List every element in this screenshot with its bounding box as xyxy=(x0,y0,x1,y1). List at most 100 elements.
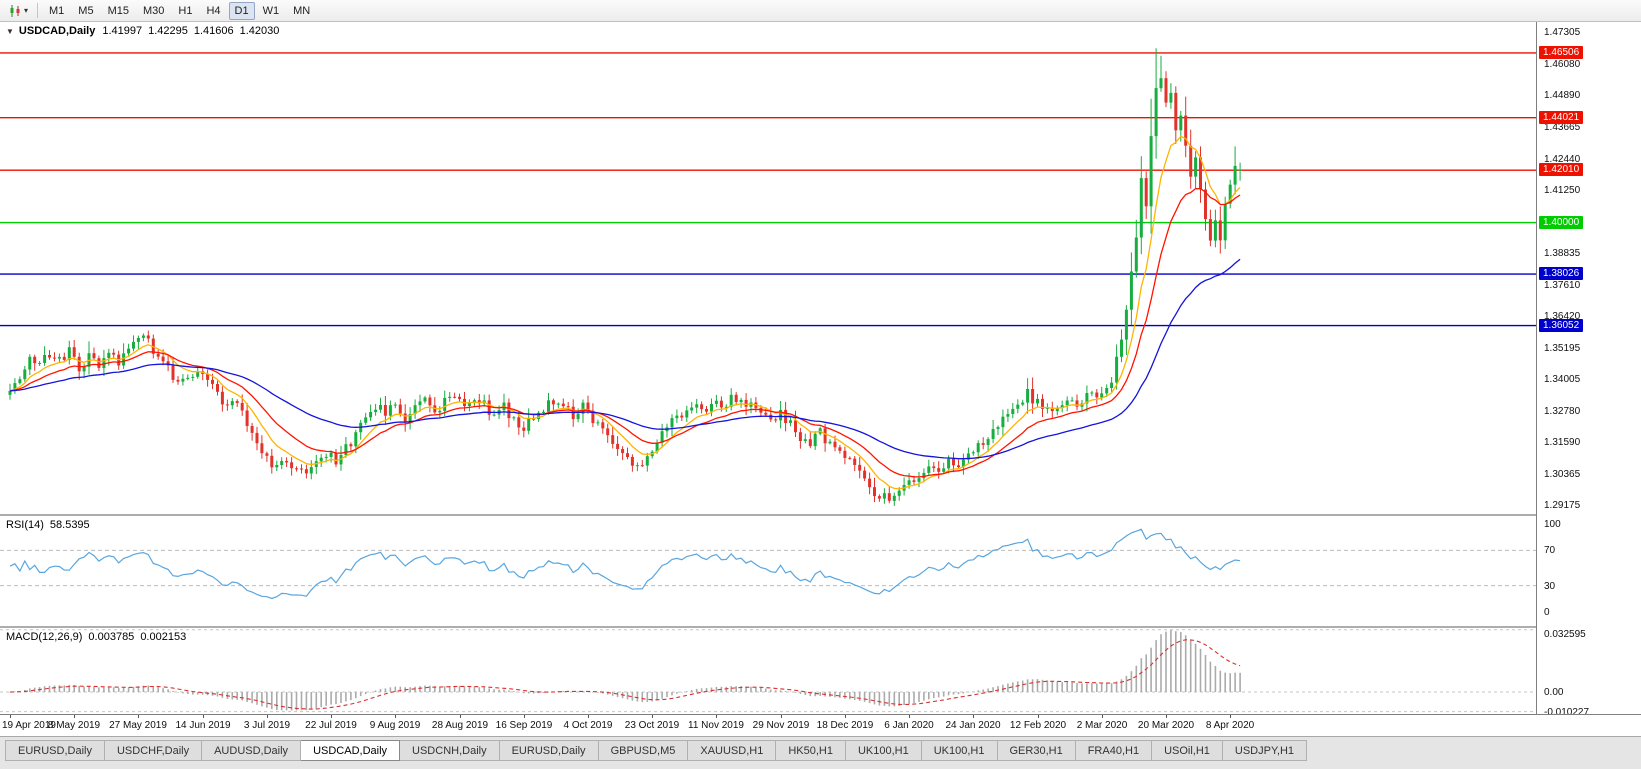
price-tick-label: 1.46080 xyxy=(1544,59,1581,70)
candle xyxy=(122,343,126,369)
timeframe-button-H1[interactable]: H1 xyxy=(178,4,193,17)
chart-tab-HK50-H1[interactable]: HK50,H1 xyxy=(776,740,846,761)
candle xyxy=(423,395,427,404)
price-tick-label: 1.47305 xyxy=(1544,27,1581,38)
candles-layer xyxy=(8,48,1242,506)
price-tick-label: 1.37610 xyxy=(1544,280,1581,291)
candle xyxy=(285,457,289,467)
candle xyxy=(1194,151,1198,189)
candle xyxy=(630,454,634,472)
candle xyxy=(1036,393,1039,408)
time-tick xyxy=(1166,715,1167,718)
chart-tab-GBPUSD-M5[interactable]: GBPUSD,M5 xyxy=(598,740,689,761)
candle xyxy=(932,462,936,473)
chart-tab-USDJPY-H1[interactable]: USDJPY,H1 xyxy=(1222,740,1308,761)
candle xyxy=(349,442,353,453)
candle xyxy=(596,419,600,426)
candle xyxy=(537,410,541,422)
candle xyxy=(739,397,743,408)
level-price-tag[interactable]: 1.44021 xyxy=(1539,111,1584,124)
chart-tab-UK100-H1[interactable]: UK100,H1 xyxy=(921,740,998,761)
candle xyxy=(216,380,219,396)
timeframe-button-M1[interactable]: M1 xyxy=(49,4,65,17)
chart-tab-USDCNH-Daily[interactable]: USDCNH,Daily xyxy=(400,740,500,761)
chart-tab-UK100-H1[interactable]: UK100,H1 xyxy=(845,740,922,761)
time-tick xyxy=(1230,715,1231,718)
chart-tab-bar: EURUSD,Daily USDCHF,Daily AUDUSD,Daily USDC… xyxy=(0,736,1641,769)
chart-tab-USDCAD-Daily[interactable]: USDCAD,Daily xyxy=(301,740,401,761)
panel-separator[interactable] xyxy=(0,514,1641,516)
timeframe-button-group: M1 M5 M15 M30 H1 H4 D1 W1 MN xyxy=(43,1,316,20)
chart-window: ▼ USDCAD,Daily 1.41997 1.42295 1.41606 1… xyxy=(0,22,1641,736)
dropdown-caret-icon: ▾ xyxy=(24,6,29,15)
candle xyxy=(1041,394,1044,417)
panel-separator[interactable] xyxy=(0,626,1641,628)
candle xyxy=(176,376,180,385)
rsi-title: RSI(14) 58.5395 xyxy=(6,519,90,531)
time-axis[interactable]: 19 Apr 2019 8 May 2019 27 May 2019 14 Jun 2… xyxy=(0,714,1641,736)
candle xyxy=(606,423,610,443)
candle xyxy=(961,453,965,475)
level-price-tag[interactable]: 1.42010 xyxy=(1539,163,1584,176)
chart-tab-XAUUSD-H1[interactable]: XAUUSD,H1 xyxy=(688,740,777,761)
timeframe-button-MN[interactable]: MN xyxy=(293,4,311,17)
price-chart-canvas[interactable] xyxy=(0,22,1536,514)
level-price-tag[interactable]: 1.36052 xyxy=(1539,319,1584,332)
date-label: 20 Mar 2020 xyxy=(1137,720,1195,731)
candle xyxy=(882,488,886,504)
chart-tab-EURUSD-Daily[interactable]: EURUSD,Daily xyxy=(5,740,105,761)
candle xyxy=(1110,377,1114,393)
chart-tab-AUDUSD-Daily[interactable]: AUDUSD,Daily xyxy=(202,740,302,761)
candle xyxy=(127,343,131,357)
candle xyxy=(403,404,407,432)
timeframe-button-D1[interactable]: D1 xyxy=(228,1,255,20)
price-scale[interactable]: 1.47305 1.46080 1.44890 1.43665 1.42440 1.412… xyxy=(1536,22,1641,718)
candle xyxy=(1105,384,1109,397)
chart-tab-GER30-H1[interactable]: GER30,H1 xyxy=(997,740,1076,761)
level-price-tag[interactable]: 1.46506 xyxy=(1539,46,1584,59)
candle xyxy=(102,349,106,377)
candle xyxy=(364,412,368,425)
candle xyxy=(67,340,71,365)
chart-tab-USOil-H1[interactable]: USOil,H1 xyxy=(1152,740,1223,761)
candle xyxy=(507,398,511,428)
rsi-scale-label: 100 xyxy=(1544,519,1561,530)
timeframe-button-M15[interactable]: M15 xyxy=(107,4,129,17)
candle xyxy=(250,423,254,441)
candle xyxy=(1154,48,1158,159)
timeframe-button-H4[interactable]: H4 xyxy=(206,4,221,17)
rsi-scale-label: 30 xyxy=(1544,581,1556,592)
candle xyxy=(53,352,56,362)
timeframe-button-W1[interactable]: W1 xyxy=(262,4,280,17)
timeframe-button-M5[interactable]: M5 xyxy=(78,4,94,17)
candle xyxy=(660,423,664,448)
chart-tab-EURUSD-Daily[interactable]: EURUSD,Daily xyxy=(499,740,599,761)
candle xyxy=(601,418,605,434)
candle xyxy=(640,460,644,467)
rsi-chart-canvas[interactable] xyxy=(0,516,1536,626)
chart-dropdown-icon[interactable]: ▼ xyxy=(6,26,14,36)
candle xyxy=(675,409,679,423)
price-tick-label: 1.43665 xyxy=(1544,122,1581,133)
candle xyxy=(487,394,491,421)
price-tick-label: 1.41250 xyxy=(1544,185,1581,196)
chart-tab-USDCHF-Daily[interactable]: USDCHF,Daily xyxy=(104,740,203,761)
candle xyxy=(858,457,862,479)
macd-chart-canvas[interactable] xyxy=(0,628,1536,714)
level-price-tag[interactable]: 1.38026 xyxy=(1539,267,1584,280)
candle xyxy=(695,398,699,414)
candle xyxy=(482,394,486,407)
chart-tab-FRA40-H1[interactable]: FRA40,H1 xyxy=(1075,740,1153,761)
time-tick xyxy=(460,715,461,718)
candle xyxy=(547,392,550,415)
date-label: 24 Jan 2020 xyxy=(945,720,1001,731)
candle xyxy=(72,340,76,360)
chart-type-menu-button[interactable]: ▾ xyxy=(4,2,32,20)
candle xyxy=(1021,399,1025,407)
ma-line-fast xyxy=(9,135,1241,490)
candle xyxy=(38,361,42,366)
timeframe-button-M30[interactable]: M30 xyxy=(142,4,165,17)
level-price-tag[interactable]: 1.40000 xyxy=(1539,216,1584,229)
rsi-indicator-name: RSI(14) xyxy=(6,519,44,531)
date-label: 29 Nov 2019 xyxy=(752,720,810,731)
